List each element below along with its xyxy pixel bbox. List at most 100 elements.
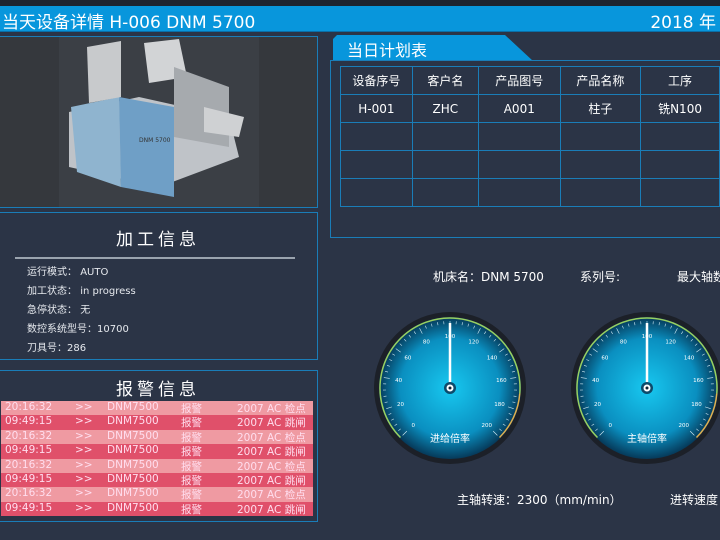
alarm-time: 20:16:32	[5, 401, 53, 413]
gauge-tick	[386, 365, 390, 367]
gauge-tick	[670, 325, 672, 329]
alarm-row[interactable]: 20:16:32 >> DNM7500 报警 2007 AC 检点	[1, 401, 313, 416]
alarm-arrow: >>	[75, 473, 93, 485]
info-row: 加工状态： in progress	[27, 282, 136, 297]
machine-name-label: 机床名：	[433, 270, 482, 284]
alarm-time: 09:49:15	[5, 473, 53, 485]
gauge-tick	[399, 343, 403, 346]
gauge-arc-warn	[695, 393, 718, 439]
gauge: 0 20 40 60 80 100 120 140 160 180 200 进给倍率	[374, 312, 526, 464]
gauge-tick-label: 180	[494, 402, 505, 408]
gauge-tick	[392, 353, 396, 356]
table-row	[340, 122, 720, 151]
gauge-tick	[694, 343, 698, 346]
gauge-tick-label: 60	[601, 355, 608, 361]
table-cell	[477, 178, 561, 207]
alarm-arrow: >>	[75, 501, 93, 514]
gauge-tick	[689, 430, 695, 436]
alarm-type: 报警	[181, 460, 202, 473]
info-value: 286	[67, 343, 87, 354]
table-cell	[477, 122, 561, 151]
alarm-type: 报警	[181, 446, 202, 459]
alarm-code: 2007 AC 检点	[237, 489, 306, 502]
gauge-tick	[628, 323, 630, 327]
gauge-tick-label: 180	[691, 402, 702, 408]
machine-name: 机床名：DNM 5700	[433, 268, 544, 285]
table-cell: 客户名	[411, 66, 479, 95]
table-cell	[411, 178, 479, 207]
gauge-tick	[507, 406, 514, 409]
alarm-code: 2007 AC 检点	[237, 460, 306, 473]
gauge-tick	[504, 353, 508, 356]
gauge-tick	[696, 348, 702, 353]
gauge-tick	[605, 334, 609, 338]
alarm-row[interactable]: 20:16:32 >> DNM7500 报警 2007 AC 检点	[1, 429, 313, 445]
table-cell: A001	[477, 94, 561, 123]
alarm-row[interactable]: 09:49:15 >> DNM7500 报警 2007 AC 跳闸	[1, 444, 313, 459]
gauge-tick	[664, 323, 666, 327]
table-cell	[559, 178, 642, 207]
alarm-type: 报警	[181, 417, 202, 430]
alarm-type: 报警	[181, 431, 202, 444]
alarm-row[interactable]: 09:49:15 >> DNM7500 报警 2007 AC 跳闸	[1, 501, 313, 517]
machine-name-value: DNM 5700	[481, 270, 544, 284]
gauge-tick	[425, 325, 427, 329]
alarm-time: 09:49:15	[5, 444, 53, 457]
info-value: AUTO	[80, 267, 109, 278]
gauge-tick	[512, 401, 516, 403]
gauge-tick	[596, 343, 600, 346]
info-row: 运行模式： AUTO	[27, 263, 108, 278]
info-label: 运行模式：	[27, 267, 77, 278]
alarm-row[interactable]: 09:49:15 >> DNM7500 报警 2007 AC 跳闸	[1, 415, 313, 430]
gauge-tick-label: 120	[665, 340, 676, 346]
gauge-tick	[583, 365, 587, 367]
gauge-tick	[705, 413, 709, 415]
gauge-tick-label: 200	[679, 423, 690, 429]
gauge-tick	[709, 401, 713, 403]
table-cell: H-001	[340, 94, 413, 123]
gauge-tick	[634, 322, 636, 326]
info-value: 10700	[97, 324, 129, 335]
gauge-tick	[708, 371, 712, 373]
page-title: 当天设备详情 H-006 DNM 5700	[2, 13, 256, 33]
gauge-tick-label: 120	[468, 340, 479, 346]
gauge-tick-label: 100	[642, 334, 653, 340]
alarm-row[interactable]: 20:16:32 >> DNM7500 报警 2007 AC 检点	[1, 487, 313, 502]
info-label: 急停状态：	[27, 305, 77, 316]
gauge-tick	[413, 331, 416, 335]
plan-tab[interactable]: 当日计划表	[333, 35, 533, 61]
gauge-tick	[674, 328, 678, 334]
info-label: 数控系统型号：	[27, 324, 97, 335]
gauge-hub	[446, 384, 454, 392]
table-cell	[559, 150, 642, 179]
alarm-row[interactable]: 09:49:15 >> DNM7500 报警 2007 AC 跳闸	[1, 473, 313, 488]
gauge-tick	[461, 322, 463, 326]
gauge-tick	[582, 371, 586, 373]
alarm-time: 09:49:15	[5, 415, 53, 428]
gauge-tick	[595, 428, 598, 431]
table-header-row: 设备序号 客户名 产品图号 产品名称 工序	[340, 66, 720, 95]
gauge-tick	[388, 413, 392, 415]
date: 2018 年	[650, 13, 716, 33]
gauge-tick	[581, 401, 585, 403]
table-cell	[477, 150, 561, 179]
table-cell	[411, 122, 479, 151]
gauge-tick	[386, 406, 393, 409]
alarm-model: DNM7500	[107, 501, 159, 514]
feed-speed: 进转速度	[670, 493, 719, 507]
gauge-tick	[497, 343, 501, 346]
gauge-tick	[431, 323, 433, 327]
table-cell	[640, 178, 720, 207]
alarm-row[interactable]: 20:16:32 >> DNM7500 报警 2007 AC 检点	[1, 458, 313, 473]
alarm-time: 09:49:15	[5, 501, 53, 514]
alarm-code: 2007 AC 跳闸	[237, 446, 306, 459]
info-value: in progress	[80, 286, 136, 297]
gauge-tick	[394, 423, 398, 426]
gauge-tick	[508, 413, 512, 415]
gauge: 0 20 40 60 80 100 120 140 160 180 200 主轴倍率	[571, 312, 720, 464]
gauge-tick-label: 100	[445, 334, 456, 340]
gauge-tick	[383, 377, 390, 379]
gauge-tick-label: 160	[496, 378, 507, 384]
alarm-arrow: >>	[75, 444, 93, 457]
gauge-tick	[492, 430, 498, 436]
